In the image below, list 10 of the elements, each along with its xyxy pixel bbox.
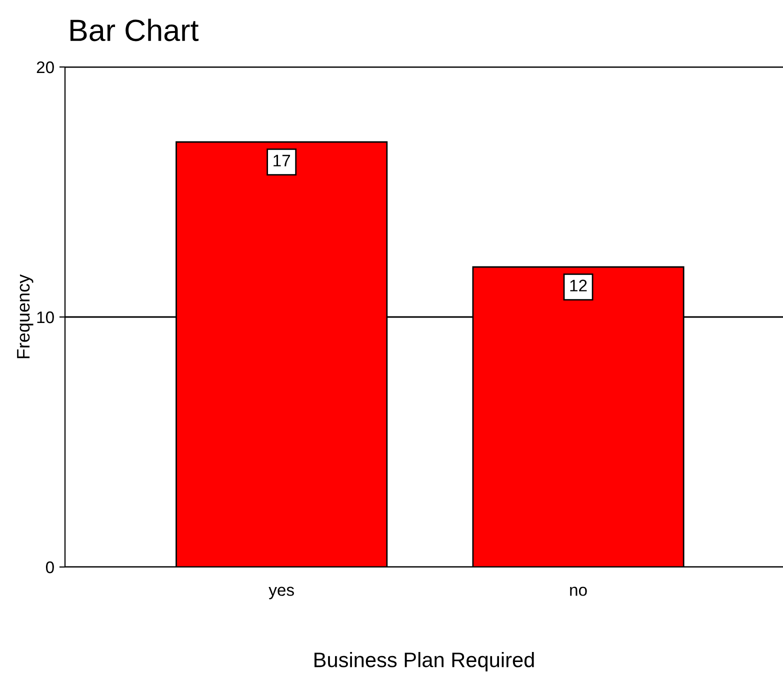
x-tick-label: yes <box>268 586 294 600</box>
chart-title: Bar Chart <box>70 18 199 42</box>
x-axis-title: Business Plan Required <box>314 652 534 672</box>
y-axis-title: Frequency <box>17 274 34 358</box>
y-tick-label: 0 <box>46 561 54 574</box>
y-tick-label: 20 <box>36 61 54 74</box>
x-tick-label: no <box>570 586 587 596</box>
data-label: 12 <box>570 280 587 292</box>
data-label: 17 <box>274 154 290 166</box>
y-tick-label: 10 <box>37 311 54 324</box>
